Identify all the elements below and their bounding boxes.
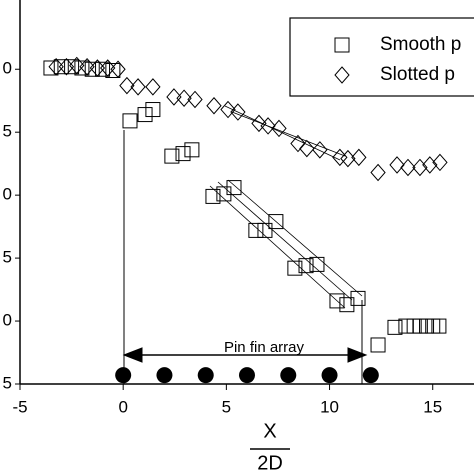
diamond-marker (119, 76, 135, 95)
diamond-marker (110, 60, 126, 79)
square-marker (329, 293, 345, 309)
square-marker (387, 319, 403, 335)
diamond-marker (251, 114, 267, 133)
legend-box (289, 17, 474, 97)
square-marker (370, 337, 386, 353)
x-axis-label: X (263, 420, 276, 442)
pin-marker (156, 367, 173, 384)
diamond-marker (89, 59, 106, 77)
square-marker (145, 102, 161, 118)
diamond-marker (130, 78, 146, 96)
diamond-marker (299, 139, 315, 158)
fit-line (227, 179, 363, 297)
legend-label: Smooth p (380, 34, 461, 55)
diamond-marker (145, 78, 161, 96)
diamond-marker (334, 66, 350, 84)
square-marker (137, 107, 153, 123)
diamond-marker (69, 56, 85, 75)
annotation: Pin fin array (224, 339, 305, 356)
arrow-head (122, 347, 143, 363)
square-marker (184, 142, 200, 158)
arrow-head (347, 347, 368, 363)
diamond-marker (176, 89, 192, 107)
x-tick-label: 0 (118, 397, 127, 416)
x-tick-label: -5 (12, 397, 27, 416)
y-tick-label: 0 (3, 311, 12, 330)
square-marker (74, 60, 90, 76)
diamond-marker (260, 117, 276, 135)
square-marker (43, 60, 59, 76)
pin-marker (280, 367, 297, 384)
square-marker (398, 318, 414, 334)
square-marker (298, 258, 314, 274)
fit-line (231, 111, 346, 157)
square-marker (226, 180, 242, 196)
diamond-marker (206, 96, 222, 115)
square-marker (309, 256, 325, 272)
x-tick-label: 10 (320, 397, 339, 416)
fit-line (209, 185, 346, 309)
diamond-marker (351, 148, 367, 167)
pin-marker (362, 367, 379, 384)
diamond-marker (230, 103, 246, 121)
pin-marker (321, 367, 338, 384)
square-marker (268, 214, 284, 230)
diamond-marker (412, 158, 428, 177)
square-marker (248, 222, 264, 238)
diamond-marker (220, 100, 236, 119)
diamond-marker (48, 57, 64, 76)
y-tick-label: 5 (3, 122, 12, 141)
square-marker (64, 59, 80, 75)
diamond-marker (271, 119, 287, 138)
pin-marker (239, 367, 255, 384)
pin-marker (197, 367, 214, 384)
square-marker (53, 59, 69, 75)
x-tick-label: 5 (222, 397, 231, 416)
square-marker (339, 297, 355, 313)
fit-line (217, 181, 353, 301)
y-tick-label: 0 (3, 185, 12, 204)
diamond-marker (389, 156, 405, 174)
square-marker (164, 148, 180, 164)
square-marker (350, 290, 366, 306)
diamond-marker (100, 59, 116, 77)
diamond-marker (432, 153, 448, 172)
y-tick-label: 0 (3, 59, 12, 78)
diamond-marker (312, 141, 328, 159)
x-axis-label: 2D (257, 452, 283, 474)
square-marker (175, 146, 191, 162)
square-marker (216, 186, 232, 202)
diamond-marker (370, 163, 386, 182)
y-tick-label: 5 (3, 248, 12, 267)
pin-marker (115, 367, 132, 384)
square-marker (431, 318, 447, 334)
legend-label: Slotted p (380, 64, 455, 85)
square-marker (84, 61, 100, 77)
diamond-marker (79, 57, 95, 76)
x-tick-label: 15 (423, 397, 442, 416)
diamond-marker (290, 134, 306, 153)
square-marker (95, 61, 111, 77)
y-tick-label: 5 (3, 373, 12, 392)
square-marker (122, 113, 138, 129)
square-marker (257, 222, 273, 238)
diamond-marker (166, 88, 182, 106)
square-marker (205, 188, 221, 204)
square-marker (287, 260, 303, 276)
square-marker (334, 37, 350, 53)
diamond-marker (400, 158, 416, 177)
square-marker (105, 63, 121, 79)
diamond-marker (187, 90, 203, 109)
diamond-marker (422, 156, 438, 174)
